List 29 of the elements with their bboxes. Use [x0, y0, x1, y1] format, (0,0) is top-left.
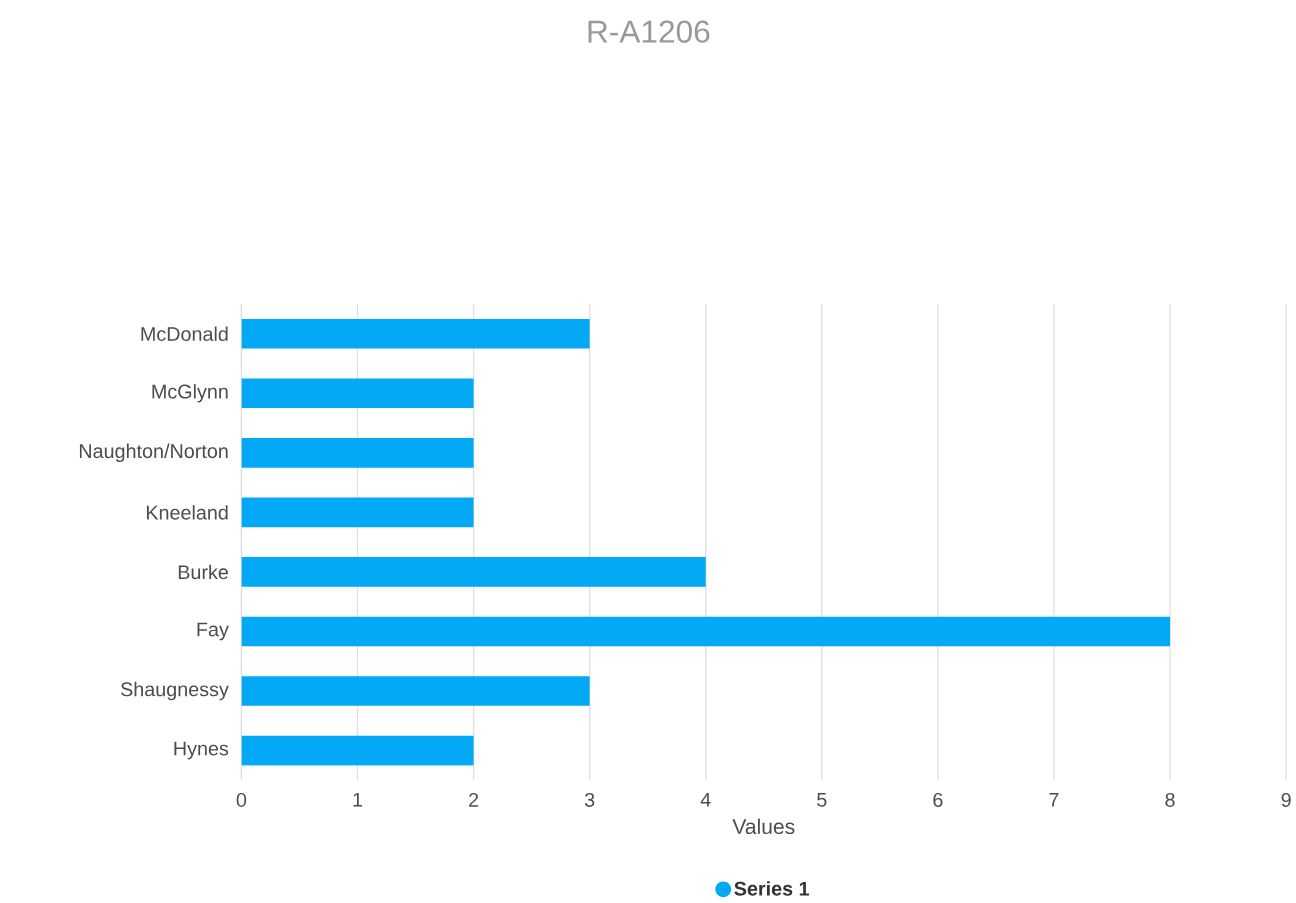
x-tick-label: 3: [584, 793, 595, 808]
x-tick-label: 9: [1281, 793, 1291, 808]
x-tick-label: 2: [469, 793, 479, 807]
bar: [241, 497, 474, 528]
bar: [241, 319, 590, 349]
y-tick-label: Shaugnessy: [120, 681, 229, 701]
x-tick-label: 8: [1165, 793, 1175, 808]
x-tick-label: 0: [236, 793, 247, 808]
bar: [241, 616, 1171, 647]
x-axis-title: Values: [732, 818, 795, 835]
bar: [241, 557, 706, 587]
x-tick-label: 5: [817, 793, 827, 807]
y-tick-label: Kneeland: [146, 505, 228, 520]
bar: [241, 378, 474, 409]
x-tick-label: 6: [933, 793, 943, 808]
x-tick-label: 4: [700, 793, 711, 807]
y-tick-label: Burke: [178, 564, 228, 580]
y-tick-label: Naughton/Norton: [79, 443, 228, 463]
y-tick-label: McDonald: [141, 326, 228, 342]
chart-title: R-A1206: [588, 20, 710, 43]
x-tick-label: 1: [353, 793, 363, 807]
bar: [241, 735, 474, 766]
legend-label: Series 1: [734, 881, 810, 896]
y-tick-label: McGlynn: [152, 384, 228, 403]
y-tick-label: Fay: [197, 622, 229, 641]
y-tick-label: Hynes: [174, 741, 229, 760]
bar: [241, 438, 474, 468]
x-tick-label: 7: [1049, 793, 1059, 807]
bar: [241, 676, 590, 706]
